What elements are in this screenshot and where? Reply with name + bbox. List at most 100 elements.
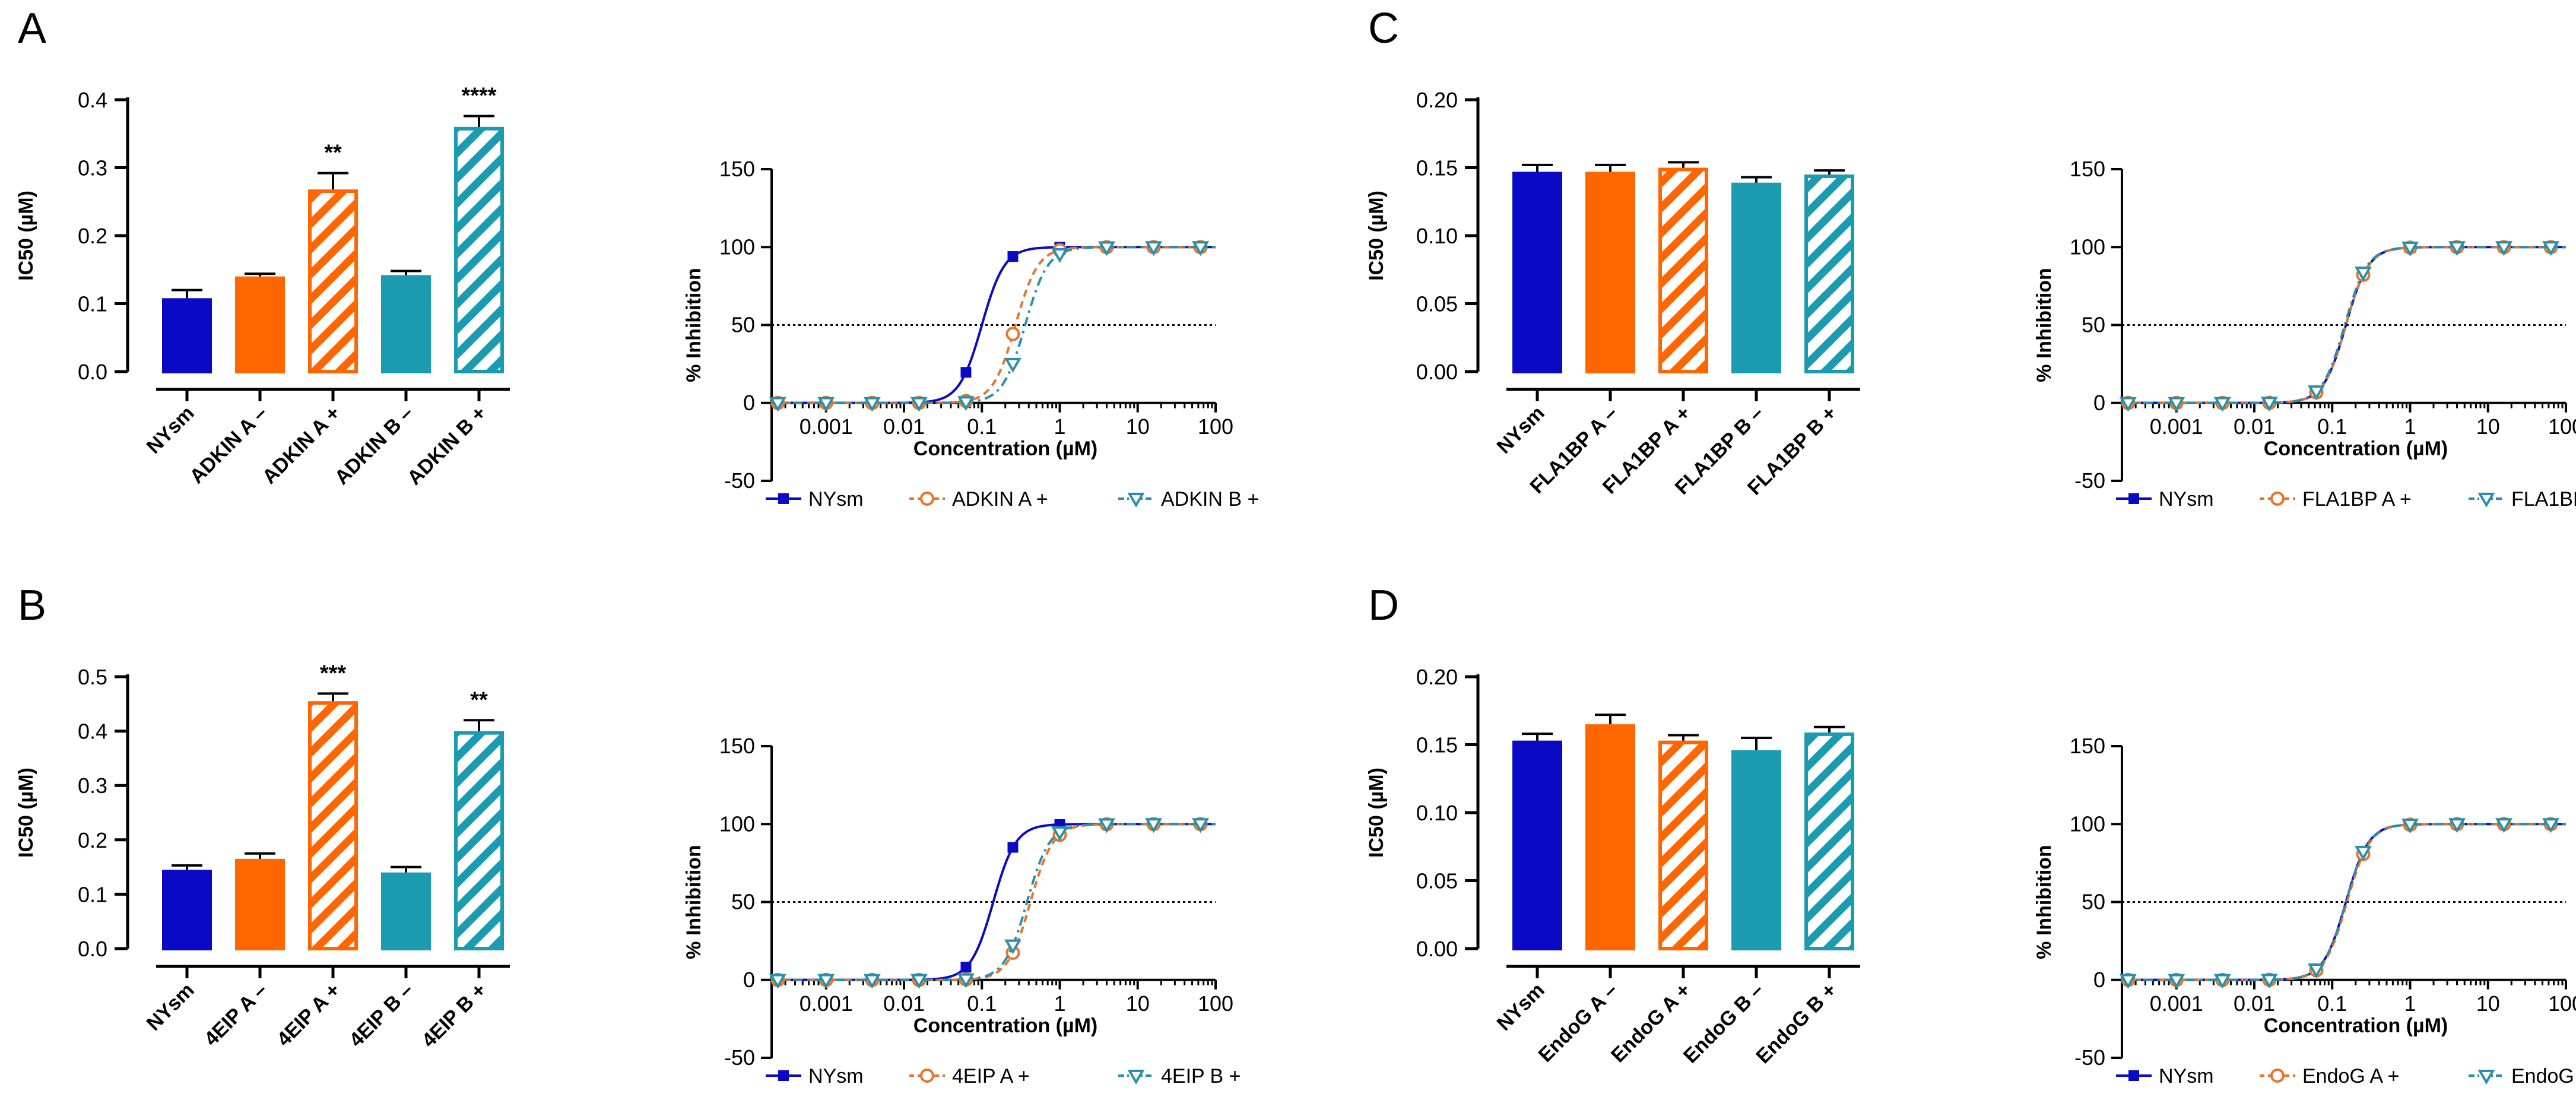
panel-letter-b: B: [18, 582, 46, 629]
data-point-triangle: [817, 397, 835, 412]
bar-y-tick-label: 0.1: [78, 292, 107, 316]
data-point-triangle: [2307, 385, 2325, 401]
data-point-triangle: [2448, 241, 2466, 256]
bar: [235, 276, 285, 374]
data-point-triangle: [1145, 818, 1163, 833]
dose-response-chart-a: -50 0 50 100 150 % Inhibition 0.001 0.01 0.1 1 10 1…: [683, 157, 1259, 511]
data-point-triangle: [2448, 818, 2466, 833]
dose-response-curve: [772, 246, 1216, 404]
curve-y-tick-label: 150: [719, 734, 755, 758]
curve-y-tick-label: 150: [2070, 157, 2105, 181]
bar-y-tick-label: 0.15: [1416, 156, 1458, 180]
data-point-triangle: [957, 396, 975, 411]
bar: [1512, 740, 1562, 950]
bar-y-tick-label: 0.20: [1416, 88, 1458, 112]
data-point-triangle: [2355, 267, 2372, 282]
legend-marker-circle: [920, 1069, 934, 1083]
dose-response-curve: [772, 823, 1216, 981]
significance-stars: ****: [461, 83, 496, 108]
data-point-triangle: [1098, 818, 1115, 833]
data-point-square: [960, 367, 972, 378]
curve-y-tick-label: -50: [2074, 1045, 2105, 1070]
bar-category-label: ADKIN A –: [185, 402, 271, 488]
legend-label: NYsm: [808, 1065, 864, 1088]
curve-x-axis-label: Concentration (µM): [913, 437, 1097, 460]
legend-marker-triangle: [2477, 493, 2495, 508]
bar-y-axis-label: IC50 (µM): [1365, 768, 1388, 858]
legend-marker-square: [2128, 493, 2139, 504]
bar-category-label: ADKIN B +: [403, 402, 491, 490]
curve-x-tick-label: 100: [2548, 414, 2576, 439]
data-point-triangle: [2213, 974, 2231, 989]
data-point-square: [1007, 251, 1019, 262]
bar: [1585, 724, 1635, 951]
data-point-triangle: [910, 974, 928, 989]
curve-x-tick-label: 0.001: [2150, 991, 2203, 1016]
bar-y-tick-label: 0.1: [78, 882, 107, 906]
bar-y-tick-label: 0.05: [1416, 869, 1458, 893]
data-point-circle: [1005, 326, 1020, 341]
bar-y-tick-label: 0.0: [78, 360, 107, 384]
bar: [381, 872, 431, 951]
curve-x-axis-label: Concentration (µM): [2264, 437, 2448, 460]
curve-y-tick-label: 50: [2082, 313, 2105, 337]
dose-response-curve: [2122, 246, 2566, 404]
dose-response-chart-b: -50 0 50 100 150 % Inhibition 0.001 0.01 0.1 1 10 1…: [683, 734, 1241, 1088]
bar-category-label: 4EIP A +: [272, 979, 345, 1051]
curve-x-tick-label: 0.01: [2234, 991, 2275, 1016]
data-point-triangle: [863, 397, 881, 412]
curve-y-tick-label: -50: [724, 1045, 755, 1070]
data-point-triangle: [1051, 248, 1068, 263]
dose-response-curve: [2122, 823, 2566, 981]
curve-y-tick-label: -50: [2074, 468, 2105, 493]
data-point-triangle: [2119, 397, 2137, 412]
legend-label: FLA1BP A +: [2302, 488, 2412, 511]
curve-y-axis-label: % Inhibition: [683, 845, 705, 959]
bar-y-tick-label: 0.10: [1416, 224, 1458, 248]
dose-response-curve: [772, 246, 1216, 404]
legend-marker-square: [778, 493, 789, 504]
data-point-triangle: [957, 973, 975, 988]
data-point-triangle: [2495, 818, 2513, 833]
legend-label: NYsm: [2159, 488, 2214, 511]
data-point-triangle: [769, 397, 786, 412]
data-point-triangle: [2307, 963, 2325, 979]
curve-x-tick-label: 0.01: [883, 414, 925, 439]
curve-x-axis-label: Concentration (µM): [913, 1014, 1097, 1037]
bar-y-tick-label: 0.15: [1416, 733, 1458, 757]
bar: [1512, 172, 1562, 373]
significance-stars: **: [470, 687, 488, 712]
data-point-triangle: [1004, 357, 1021, 373]
bar: [1731, 750, 1781, 951]
curve-x-tick-label: 0.1: [2317, 991, 2347, 1016]
bar-y-tick-label: 0.4: [78, 719, 107, 744]
bar: [381, 275, 431, 373]
data-point-triangle: [2260, 974, 2278, 989]
significance-stars: **: [324, 141, 342, 166]
legend-label: EndoG B +: [2511, 1065, 2576, 1088]
data-point-triangle: [2495, 241, 2513, 256]
bar-chart-b: 0.0 0.1 0.2 0.3 0.4 0.5 IC50 (µM) NYsm 4EIP A – *…: [15, 582, 510, 1052]
data-point-triangle: [2260, 397, 2278, 412]
dose-response-curve: [2122, 246, 2566, 404]
legend-marker-circle: [920, 492, 934, 506]
legend-marker-triangle: [1127, 1070, 1145, 1085]
dose-response-chart-c: -50 0 50 100 150 % Inhibition 0.001 0.01 0.1 1 10 1…: [2033, 157, 2576, 511]
curve-x-tick-label: 1: [1054, 414, 1065, 439]
data-point-triangle: [1098, 241, 1115, 256]
curve-x-tick-label: 0.001: [800, 991, 853, 1016]
bar: [454, 731, 504, 950]
data-point-triangle: [769, 974, 786, 989]
bar-y-tick-label: 0.20: [1416, 665, 1458, 689]
bar-y-tick-label: 0.00: [1416, 360, 1458, 384]
curve-y-tick-label: 100: [2070, 234, 2105, 259]
curve-y-tick-label: -50: [724, 468, 755, 493]
curve-y-tick-label: 150: [2070, 734, 2105, 758]
data-point-triangle: [1192, 241, 1210, 256]
bar: [454, 126, 504, 374]
legend-marker-square: [778, 1070, 789, 1081]
